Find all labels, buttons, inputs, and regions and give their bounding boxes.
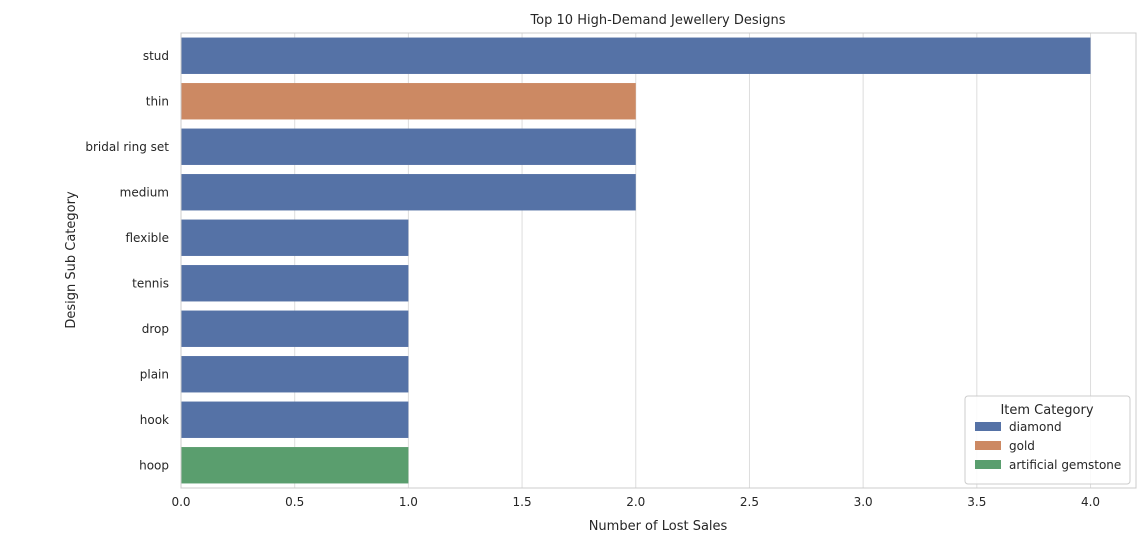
legend-swatch <box>975 441 1001 450</box>
x-tick-label: 3.0 <box>854 495 873 509</box>
plot-frame <box>180 32 1137 489</box>
bar-thin <box>181 83 636 120</box>
y-tick-label: flexible <box>126 231 170 245</box>
bars <box>181 37 1091 484</box>
bar-bridal-ring-set <box>181 128 636 165</box>
y-tick-label: thin <box>146 94 169 108</box>
bar-hoop <box>181 447 409 484</box>
y-tick-label: hook <box>140 413 169 427</box>
y-axis-labels: stud thin bridal ring set medium flexible ten… <box>85 49 169 473</box>
x-tick-label: 2.0 <box>626 495 645 509</box>
legend: Item Category diamond gold artificial gems… <box>964 395 1131 485</box>
legend-label: gold <box>1009 439 1035 453</box>
x-tick-label: 1.0 <box>399 495 418 509</box>
y-axis-title: Design Sub Category <box>64 191 79 329</box>
bar-flexible <box>181 219 409 256</box>
bar-plain <box>181 356 409 393</box>
x-tick-label: 1.5 <box>513 495 532 509</box>
x-axis-ticks: 0.0 0.5 1.0 1.5 2.0 2.5 3.0 3.5 4.0 <box>171 495 1100 509</box>
x-tick-label: 0.0 <box>171 495 190 509</box>
y-tick-label: drop <box>142 322 169 336</box>
bar-hook <box>181 401 409 438</box>
bar-drop <box>181 310 409 347</box>
legend-box <box>964 395 1131 485</box>
bar-tennis <box>181 265 409 302</box>
x-tick-label: 3.5 <box>967 495 986 509</box>
bar-stud <box>181 37 1091 74</box>
y-tick-label: tennis <box>132 276 169 290</box>
x-axis-title: Number of Lost Sales <box>589 519 728 534</box>
y-tick-label: medium <box>120 185 169 199</box>
x-tick-label: 2.5 <box>740 495 759 509</box>
legend-label: diamond <box>1009 420 1062 434</box>
y-tick-label: hoop <box>139 458 169 472</box>
x-tick-label: 0.5 <box>285 495 304 509</box>
y-tick-label: bridal ring set <box>85 140 169 154</box>
x-tick-label: 4.0 <box>1081 495 1100 509</box>
bar-medium <box>181 174 636 211</box>
y-tick-label: stud <box>143 49 169 63</box>
legend-swatch <box>975 460 1001 469</box>
legend-entries: diamond gold artificial gemstone <box>975 420 1121 472</box>
chart-title: Top 10 High-Demand Jewellery Designs <box>529 13 785 28</box>
legend-title: Item Category <box>1000 403 1093 418</box>
y-tick-label: plain <box>140 367 169 381</box>
legend-label: artificial gemstone <box>1009 458 1121 472</box>
legend-swatch <box>975 422 1001 431</box>
